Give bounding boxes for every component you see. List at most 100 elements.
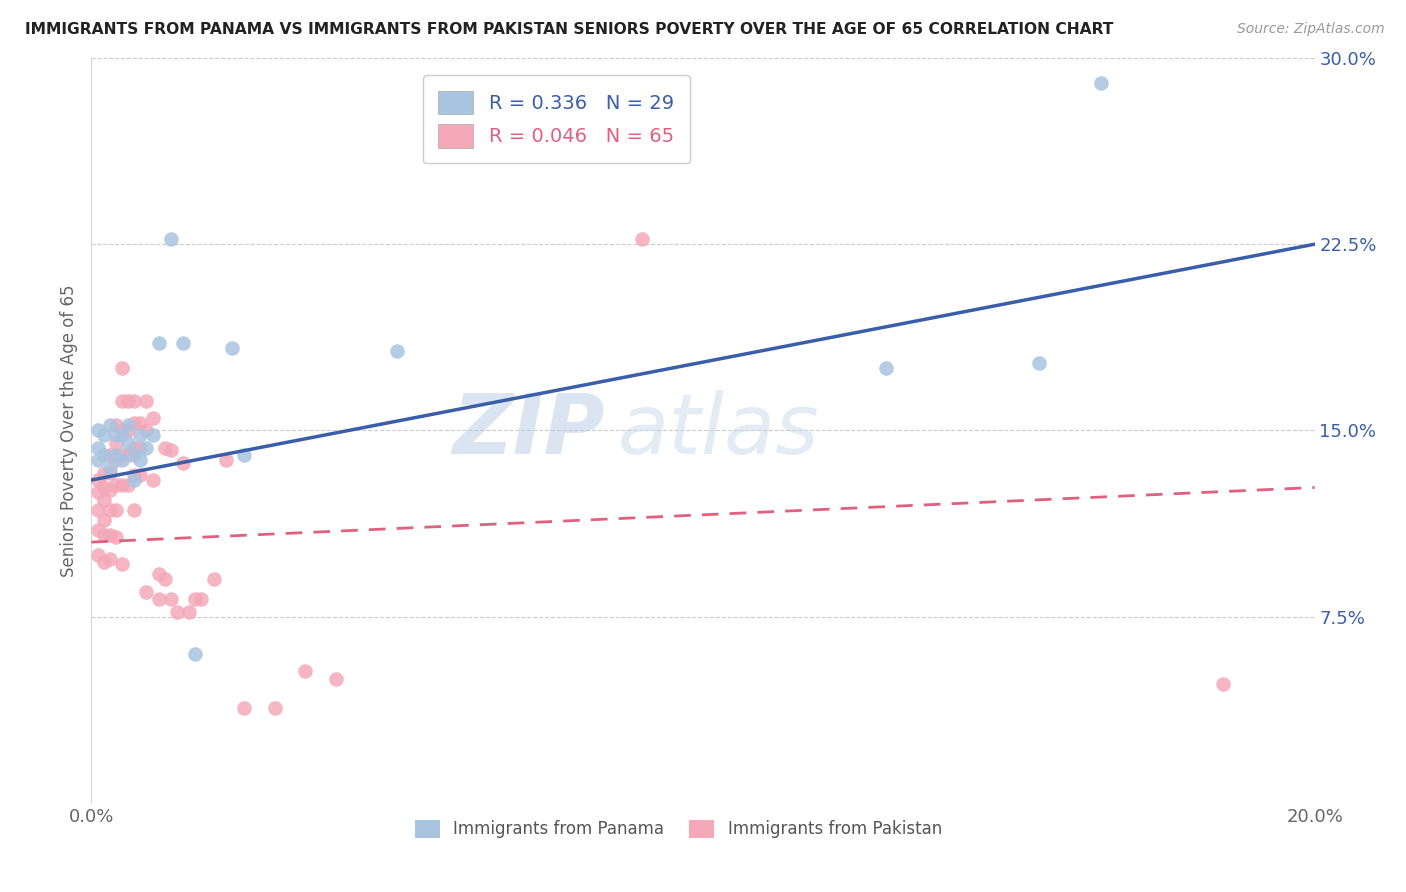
Point bbox=[93, 555, 115, 569]
Point bbox=[122, 416, 145, 430]
Point bbox=[117, 418, 139, 433]
Point bbox=[98, 460, 121, 475]
Point bbox=[111, 558, 134, 572]
Point bbox=[160, 592, 183, 607]
Point bbox=[93, 466, 115, 480]
Point bbox=[153, 573, 176, 587]
Point bbox=[86, 473, 108, 487]
Point bbox=[215, 453, 238, 467]
Point bbox=[93, 448, 115, 462]
Point bbox=[135, 393, 157, 408]
Point bbox=[86, 453, 108, 467]
Point bbox=[111, 428, 134, 442]
Point bbox=[233, 701, 256, 715]
Text: Source: ZipAtlas.com: Source: ZipAtlas.com bbox=[1237, 22, 1385, 37]
Point bbox=[221, 342, 243, 356]
Point bbox=[179, 605, 201, 619]
Point bbox=[93, 428, 115, 442]
Point bbox=[202, 573, 225, 587]
Text: atlas: atlas bbox=[617, 390, 820, 471]
Point bbox=[104, 435, 127, 450]
Point bbox=[122, 468, 145, 483]
Point bbox=[86, 441, 108, 455]
Point bbox=[264, 701, 287, 715]
Point bbox=[160, 443, 183, 458]
Point bbox=[172, 336, 194, 351]
Point bbox=[129, 453, 152, 467]
Point bbox=[166, 605, 188, 619]
Point bbox=[172, 456, 194, 470]
Point bbox=[148, 567, 170, 582]
Point bbox=[129, 416, 152, 430]
Point bbox=[93, 513, 115, 527]
Point bbox=[111, 453, 134, 467]
Point bbox=[135, 584, 157, 599]
Point bbox=[148, 336, 170, 351]
Point bbox=[135, 424, 157, 438]
Point bbox=[111, 478, 134, 492]
Point bbox=[141, 428, 163, 442]
Point bbox=[117, 393, 139, 408]
Point bbox=[184, 592, 207, 607]
Point bbox=[93, 492, 115, 507]
Point bbox=[122, 441, 145, 455]
Point bbox=[122, 473, 145, 487]
Point bbox=[153, 441, 176, 455]
Point bbox=[148, 592, 170, 607]
Point bbox=[93, 481, 115, 495]
Point bbox=[104, 530, 127, 544]
Point bbox=[86, 523, 108, 537]
Y-axis label: Seniors Poverty Over the Age of 65: Seniors Poverty Over the Age of 65 bbox=[59, 285, 77, 576]
Point bbox=[98, 466, 121, 480]
Point bbox=[104, 418, 127, 433]
Point bbox=[141, 411, 163, 425]
Point bbox=[1028, 356, 1050, 370]
Text: IMMIGRANTS FROM PANAMA VS IMMIGRANTS FROM PAKISTAN SENIORS POVERTY OVER THE AGE : IMMIGRANTS FROM PANAMA VS IMMIGRANTS FRO… bbox=[25, 22, 1114, 37]
Point bbox=[122, 448, 145, 462]
Point bbox=[184, 647, 207, 661]
Point bbox=[1090, 76, 1112, 90]
Point bbox=[129, 441, 152, 455]
Point bbox=[294, 664, 316, 678]
Point bbox=[104, 428, 127, 442]
Point bbox=[1212, 676, 1234, 690]
Point bbox=[111, 361, 134, 376]
Point bbox=[122, 503, 145, 517]
Point bbox=[160, 232, 183, 246]
Point bbox=[104, 503, 127, 517]
Point bbox=[98, 483, 121, 497]
Point bbox=[93, 527, 115, 541]
Point bbox=[325, 672, 347, 686]
Point bbox=[117, 478, 139, 492]
Point bbox=[111, 424, 134, 438]
Point bbox=[117, 448, 139, 462]
Point bbox=[98, 552, 121, 566]
Point bbox=[117, 435, 139, 450]
Point bbox=[129, 428, 152, 442]
Point bbox=[385, 343, 409, 358]
Point bbox=[190, 592, 212, 607]
Text: ZIP: ZIP bbox=[453, 390, 605, 471]
Point bbox=[86, 485, 108, 500]
Point bbox=[631, 232, 654, 246]
Point bbox=[875, 361, 898, 376]
Point bbox=[98, 527, 121, 541]
Point bbox=[98, 418, 121, 433]
Point bbox=[122, 393, 145, 408]
Point bbox=[129, 468, 152, 483]
Point bbox=[104, 478, 127, 492]
Point bbox=[86, 548, 108, 562]
Point bbox=[111, 393, 134, 408]
Point bbox=[104, 453, 127, 467]
Point bbox=[111, 448, 134, 462]
Legend: Immigrants from Panama, Immigrants from Pakistan: Immigrants from Panama, Immigrants from … bbox=[406, 811, 950, 847]
Point bbox=[98, 503, 121, 517]
Point bbox=[98, 448, 121, 462]
Point bbox=[104, 448, 127, 462]
Point bbox=[141, 473, 163, 487]
Point bbox=[135, 441, 157, 455]
Point bbox=[117, 424, 139, 438]
Point bbox=[86, 424, 108, 438]
Point bbox=[86, 503, 108, 517]
Point bbox=[233, 448, 256, 462]
